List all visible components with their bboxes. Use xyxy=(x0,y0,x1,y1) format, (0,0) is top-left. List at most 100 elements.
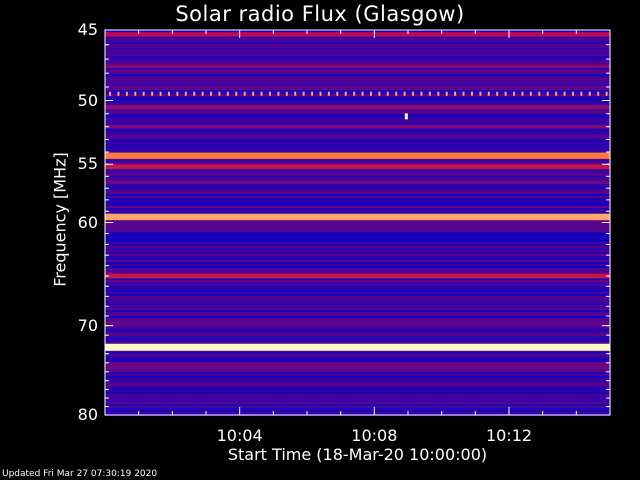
noise-row xyxy=(105,118,610,120)
noise-row xyxy=(105,132,610,134)
noise-row xyxy=(105,328,610,330)
noise-row xyxy=(105,360,610,362)
noise-row xyxy=(105,396,610,398)
noise-row xyxy=(105,192,610,194)
noise-row xyxy=(105,404,610,406)
band-dot xyxy=(201,91,204,96)
band-dot xyxy=(597,91,600,96)
noise-row xyxy=(105,266,610,268)
noise-row xyxy=(105,358,610,360)
noise-row xyxy=(105,272,610,274)
noise-row xyxy=(105,370,610,372)
noise-row xyxy=(105,356,610,358)
noise-row xyxy=(105,116,610,118)
noise-row xyxy=(105,400,610,402)
band-dot xyxy=(571,91,574,96)
noise-row xyxy=(105,176,610,178)
noise-row xyxy=(105,60,610,62)
noise-row xyxy=(105,260,610,262)
noise-row xyxy=(105,238,610,240)
burst-event xyxy=(404,113,408,120)
noise-row xyxy=(105,234,610,236)
noise-row xyxy=(105,94,610,96)
noise-row xyxy=(105,280,610,282)
noise-row xyxy=(105,196,610,198)
noise-row xyxy=(105,334,610,336)
noise-row xyxy=(105,44,610,46)
band-dot xyxy=(319,91,322,96)
noise-row xyxy=(105,362,610,364)
noise-row xyxy=(105,212,610,214)
band-dot xyxy=(151,91,154,96)
band-dot xyxy=(268,91,271,96)
noise-row xyxy=(105,226,610,228)
band-dot xyxy=(277,91,280,96)
band-dot xyxy=(445,91,448,96)
noise-row xyxy=(105,160,610,162)
band-dot xyxy=(353,91,356,96)
band-dot xyxy=(386,91,389,96)
noise-row xyxy=(105,200,610,202)
y-tick-label: 55 xyxy=(77,154,98,174)
noise-row xyxy=(105,102,610,104)
noise-row xyxy=(105,194,610,196)
noise-row xyxy=(105,42,610,44)
noise-row xyxy=(105,190,610,192)
noise-row xyxy=(105,162,610,164)
noise-row xyxy=(105,30,610,32)
noise-row xyxy=(105,290,610,292)
band-dot xyxy=(454,91,457,96)
band-dot xyxy=(546,91,549,96)
noise-row xyxy=(105,248,610,250)
band-dot xyxy=(260,91,263,96)
noise-row xyxy=(105,210,610,212)
noise-row xyxy=(105,230,610,232)
noise-row xyxy=(105,142,610,144)
noise-row xyxy=(105,236,610,238)
noise-row xyxy=(105,386,610,388)
noise-row xyxy=(105,36,610,38)
band-dot xyxy=(420,91,423,96)
band-dot xyxy=(235,91,238,96)
emission-band xyxy=(105,273,610,279)
noise-row xyxy=(105,224,610,226)
noise-row xyxy=(105,410,610,412)
band-dot xyxy=(125,91,128,96)
band-dot xyxy=(210,91,213,96)
band-dot xyxy=(538,91,541,96)
noise-row xyxy=(105,38,610,40)
emission-band xyxy=(105,105,610,110)
band-dot xyxy=(184,91,187,96)
noise-row xyxy=(105,98,610,100)
noise-row xyxy=(105,134,610,136)
x-axis-label: Start Time (18-Mar-20 10:00:00) xyxy=(227,445,488,464)
noise-row xyxy=(105,184,610,186)
noise-row xyxy=(105,284,610,286)
noise-row xyxy=(105,246,610,248)
band-dot xyxy=(193,91,196,96)
noise-row xyxy=(105,114,610,116)
noise-row xyxy=(105,300,610,302)
noise-row xyxy=(105,170,610,172)
noise-row xyxy=(105,58,610,60)
band-dot xyxy=(479,91,482,96)
noise-row xyxy=(105,46,610,48)
noise-row xyxy=(105,202,610,204)
noise-row xyxy=(105,150,610,152)
noise-row xyxy=(105,254,610,256)
band-dot xyxy=(302,91,305,96)
noise-row xyxy=(105,204,610,206)
noise-row xyxy=(105,144,610,146)
emission-band xyxy=(105,213,610,221)
noise-row xyxy=(105,54,610,56)
noise-row xyxy=(105,402,610,404)
band-dot xyxy=(588,91,591,96)
noise-row xyxy=(105,330,610,332)
band-dot xyxy=(462,91,465,96)
noise-row xyxy=(105,136,610,138)
noise-row xyxy=(105,372,610,374)
band-dot xyxy=(226,91,229,96)
noise-row xyxy=(105,294,610,296)
noise-row xyxy=(105,308,610,310)
noise-row xyxy=(105,324,610,326)
